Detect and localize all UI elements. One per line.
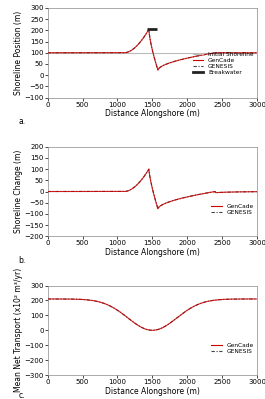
- X-axis label: Distance Alongshore (m): Distance Alongshore (m): [105, 109, 200, 118]
- Legend: Initial Shoreline, GenCade, GENESIS, Breakwater: Initial Shoreline, GenCade, GENESIS, Bre…: [192, 51, 254, 75]
- X-axis label: Distance Alongshore (m): Distance Alongshore (m): [105, 387, 200, 396]
- Y-axis label: Mean Net Transport (x10² m³/yr): Mean Net Transport (x10² m³/yr): [14, 268, 23, 393]
- Text: c.: c.: [18, 391, 25, 399]
- Y-axis label: Shoreline Change (m): Shoreline Change (m): [14, 150, 23, 233]
- Legend: GenCade, GENESIS: GenCade, GENESIS: [211, 342, 254, 354]
- Text: a.: a.: [18, 117, 25, 126]
- X-axis label: Distance Alongshore (m): Distance Alongshore (m): [105, 248, 200, 257]
- Y-axis label: Shoreline Position (m): Shoreline Position (m): [14, 11, 23, 95]
- Text: b.: b.: [18, 256, 26, 265]
- Legend: GenCade, GENESIS: GenCade, GENESIS: [211, 203, 254, 215]
